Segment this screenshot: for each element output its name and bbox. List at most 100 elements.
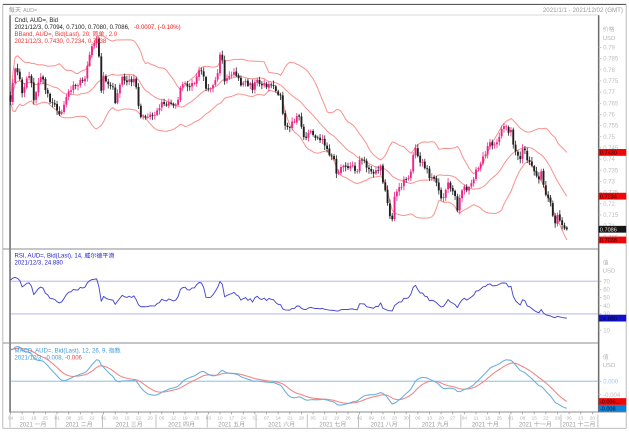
svg-text:22: 22 <box>89 416 95 421</box>
svg-text:0.79: 0.79 <box>603 46 615 52</box>
svg-text:60: 60 <box>603 287 610 293</box>
svg-text:22: 22 <box>543 416 549 421</box>
svg-text:01: 01 <box>54 416 60 421</box>
svg-text:0.76: 0.76 <box>603 113 615 119</box>
svg-text:-0.006...: -0.006... <box>600 400 621 406</box>
svg-text:04: 04 <box>8 416 14 421</box>
svg-text:0.7038: 0.7038 <box>600 238 617 244</box>
svg-text:15: 15 <box>124 416 130 421</box>
svg-text:11: 11 <box>20 416 25 421</box>
svg-text:12: 12 <box>322 416 328 421</box>
svg-text:02: 02 <box>357 416 363 421</box>
svg-text:0.78: 0.78 <box>603 68 615 74</box>
svg-text:25: 25 <box>43 416 49 421</box>
svg-text:MACD, AUD=, Bid(Last), 12, 26,: MACD, AUD=, Bid(Last), 12, 26, 9, <box>15 349 108 355</box>
svg-text:19: 19 <box>334 416 340 421</box>
svg-text:08: 08 <box>113 416 119 421</box>
svg-text:13: 13 <box>427 416 433 421</box>
svg-text:01: 01 <box>508 416 514 421</box>
svg-text:06: 06 <box>567 416 573 421</box>
svg-text:0.73: 0.73 <box>603 180 615 186</box>
svg-text:10: 10 <box>603 328 610 334</box>
svg-text:18: 18 <box>31 416 37 421</box>
svg-text:0.775: 0.775 <box>603 79 619 85</box>
svg-text:USD: USD <box>603 269 615 275</box>
svg-text:31: 31 <box>252 416 258 421</box>
svg-text:28: 28 <box>299 416 305 421</box>
svg-text:26: 26 <box>345 416 351 421</box>
svg-text:0.755: 0.755 <box>603 124 619 130</box>
svg-text:Cndl, AUD=, Bid: Cndl, AUD=, Bid <box>15 18 59 24</box>
svg-text:0.715: 0.715 <box>603 213 619 219</box>
svg-text:-0.004: -0.004 <box>603 393 621 399</box>
svg-text:70: 70 <box>603 279 610 285</box>
svg-text:20: 20 <box>439 416 445 421</box>
svg-text:USD: USD <box>603 363 615 369</box>
svg-text:2021: 2021 <box>268 422 282 428</box>
svg-text:13: 13 <box>578 416 584 421</box>
svg-text:08: 08 <box>66 416 72 421</box>
svg-text:27: 27 <box>450 416 456 421</box>
svg-text:15: 15 <box>532 416 538 421</box>
svg-text:2021: 2021 <box>168 422 182 428</box>
svg-text:10: 10 <box>217 416 223 421</box>
svg-text:2021: 2021 <box>472 422 486 428</box>
svg-text:05: 05 <box>159 416 165 421</box>
svg-text:03: 03 <box>206 416 212 421</box>
svg-text:05: 05 <box>310 416 316 421</box>
svg-text:17: 17 <box>229 416 235 421</box>
svg-text:2021/12/3, 0.7094, 0.7100, 0.7: 2021/12/3, 0.7094, 0.7100, 0.7080, 0.708… <box>15 25 130 31</box>
svg-text:RSI, AUD=, Bid(Last), 14,: RSI, AUD=, Bid(Last), 14, <box>15 254 84 260</box>
svg-text:0.74: 0.74 <box>603 157 615 163</box>
svg-text:29: 29 <box>148 416 154 421</box>
svg-text:50: 50 <box>603 296 610 302</box>
svg-text:2021: 2021 <box>116 422 130 428</box>
svg-text:-0.008: -0.008 <box>600 407 616 413</box>
svg-text:21: 21 <box>287 416 293 421</box>
svg-text:AUD=: AUD= <box>23 8 37 14</box>
svg-text:23: 23 <box>392 416 398 421</box>
svg-text:06: 06 <box>415 416 421 421</box>
svg-text:08: 08 <box>520 416 526 421</box>
svg-text:2021: 2021 <box>19 422 33 428</box>
svg-text:0.000: 0.000 <box>603 379 619 385</box>
svg-text:30: 30 <box>404 416 410 421</box>
svg-text:09: 09 <box>369 416 375 421</box>
svg-text:2021: 2021 <box>519 422 533 428</box>
svg-text:2021/1/1 - 2021/12/02 (GMT): 2021/1/1 - 2021/12/02 (GMT) <box>543 7 623 14</box>
svg-text:2021: 2021 <box>319 422 333 428</box>
svg-text:2021: 2021 <box>371 422 385 428</box>
svg-text:26: 26 <box>194 416 200 421</box>
svg-text:2021: 2021 <box>422 422 436 428</box>
svg-text:19: 19 <box>182 416 188 421</box>
svg-text:0.735: 0.735 <box>603 168 619 174</box>
svg-text:2021: 2021 <box>218 422 232 428</box>
svg-text:2021/12/3, 0.7430, 0.7234, 0.7: 2021/12/3, 0.7430, 0.7234, 0.7038 <box>15 39 107 45</box>
svg-text:0.785: 0.785 <box>603 57 619 63</box>
svg-text:BBand, AUD=, Bid(Last), 20,: BBand, AUD=, Bid(Last), 20, <box>15 32 92 38</box>
svg-text:0.7430: 0.7430 <box>600 151 617 157</box>
svg-text:0.7086: 0.7086 <box>600 227 617 233</box>
svg-text:0.765: 0.765 <box>603 101 619 107</box>
svg-text:40: 40 <box>603 304 610 310</box>
svg-text:0.77: 0.77 <box>603 90 615 96</box>
svg-text:29: 29 <box>555 416 561 421</box>
svg-text:2021: 2021 <box>563 422 577 428</box>
svg-text:07: 07 <box>264 416 270 421</box>
svg-text:-0.0007, (-0.10%): -0.0007, (-0.10%) <box>134 25 181 31</box>
svg-text:22: 22 <box>136 416 142 421</box>
svg-text:-0.006: -0.006 <box>65 356 83 362</box>
svg-text:, 2.0: , 2.0 <box>105 32 117 38</box>
svg-text:16: 16 <box>380 416 386 421</box>
svg-text:15: 15 <box>78 416 84 421</box>
svg-text:24: 24 <box>241 416 247 421</box>
svg-text:01: 01 <box>101 416 107 421</box>
svg-text:18: 18 <box>485 416 491 421</box>
svg-text:USD: USD <box>603 36 615 42</box>
svg-text:2021/12/3, -0.008,: 2021/12/3, -0.008, <box>15 356 64 362</box>
svg-text:11: 11 <box>474 416 479 421</box>
svg-text:04: 04 <box>462 416 468 421</box>
svg-text:25: 25 <box>497 416 503 421</box>
svg-text:24.880: 24.880 <box>600 316 617 322</box>
svg-text:0.7234: 0.7234 <box>600 194 617 200</box>
